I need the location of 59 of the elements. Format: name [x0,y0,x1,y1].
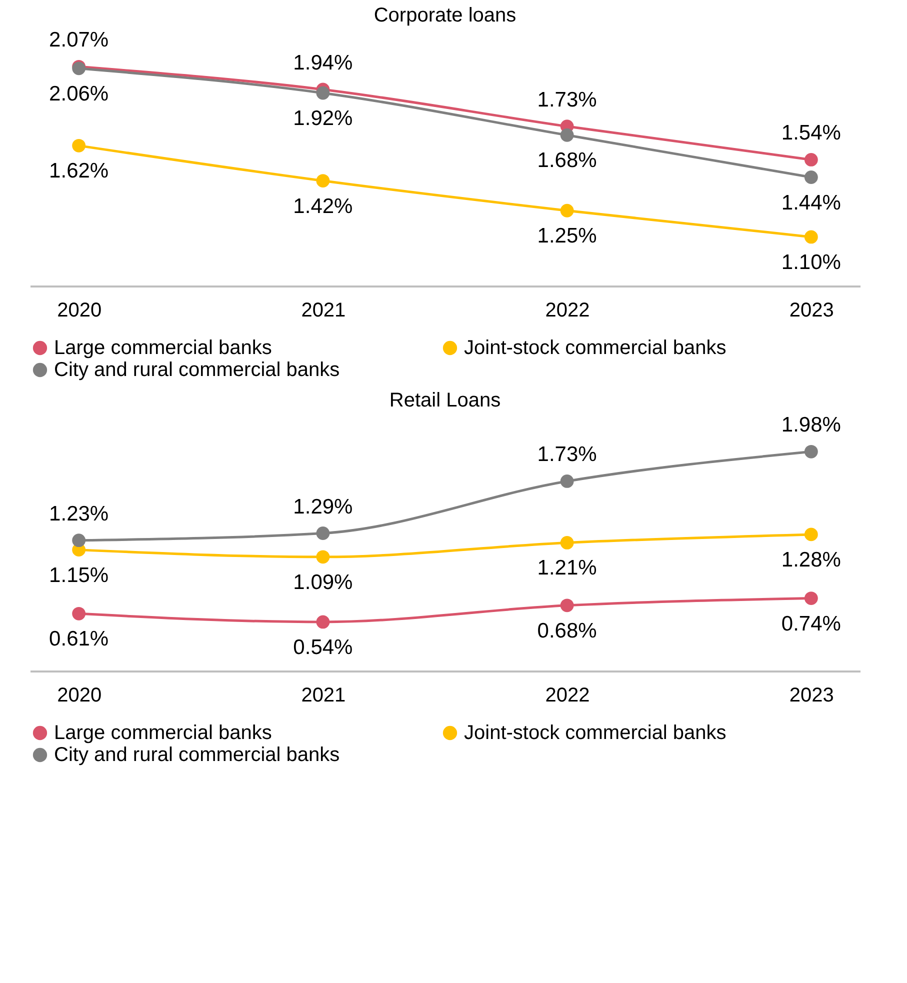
point [316,526,330,540]
point [804,170,818,184]
data-label: 1.23% [49,502,109,526]
legend-label: City and rural commercial banks [54,744,340,766]
legend-label: Joint-stock commercial banks [464,722,726,744]
data-label: 0.68% [537,619,597,642]
data-label: 1.73% [537,88,597,112]
data-label: 0.61% [49,628,109,651]
point [316,86,330,100]
legend-label: Large commercial banks [54,722,272,744]
data-label: 1.15% [49,564,109,587]
data-label: 1.98% [781,414,841,437]
x-tick-label: 2023 [789,684,834,706]
data-label: 0.54% [293,636,353,659]
point [72,606,86,620]
point [72,534,86,548]
chart-title: Corporate loans [374,4,516,27]
point [560,536,574,550]
x-tick-label: 2023 [789,300,834,322]
data-label: 1.29% [293,495,353,518]
data-label: 1.09% [293,570,353,594]
x-tick-label: 2020 [57,684,102,706]
data-label: 1.42% [293,194,353,218]
legend-label: City and rural commercial banks [54,359,340,381]
chart-title: Retail Loans [389,390,501,412]
x-tick-label: 2021 [301,300,346,322]
data-label: 1.62% [49,160,109,183]
point [804,592,818,605]
data-label: 1.28% [781,548,841,572]
data-label: 1.54% [781,122,841,145]
legend-label: Large commercial banks [54,337,272,359]
data-label: 1.68% [537,149,597,172]
point [560,204,574,218]
point [560,474,574,488]
point [560,598,574,612]
data-label: 2.07% [49,28,109,52]
point [804,153,818,166]
data-label: 1.25% [537,224,597,248]
point [804,528,818,542]
point [316,550,330,564]
point [316,615,330,629]
x-tick-label: 2020 [57,300,102,322]
point [804,230,818,244]
data-label: 1.94% [293,51,353,74]
data-label: 1.21% [537,556,597,580]
data-label: 1.73% [537,443,597,466]
x-tick-label: 2022 [545,300,590,322]
x-tick-label: 2021 [301,684,346,706]
data-label: 0.74% [781,612,841,636]
x-tick-label: 2022 [545,684,590,706]
data-label: 1.10% [781,250,841,274]
point [316,174,330,188]
point [560,128,574,142]
point [72,138,86,152]
legend-label: Joint-stock commercial banks [464,337,726,359]
point [804,444,818,458]
data-label: 2.06% [49,82,109,106]
data-label: 1.92% [293,106,353,130]
data-label: 1.44% [781,191,841,214]
